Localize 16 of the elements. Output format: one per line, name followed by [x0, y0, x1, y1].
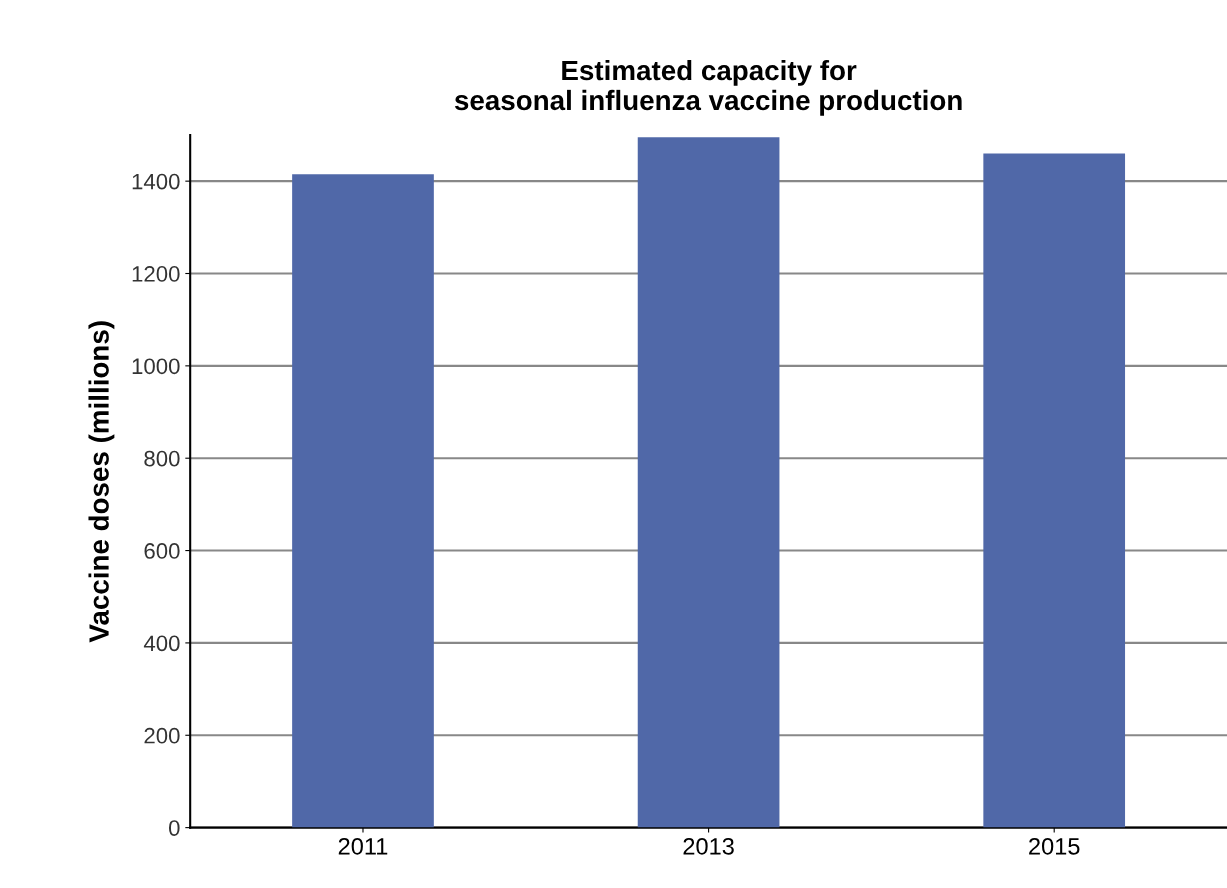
- bar: [983, 153, 1126, 828]
- y-tick-label: 1400: [132, 173, 180, 190]
- y-tick-label: 200: [144, 727, 180, 744]
- bar: [637, 137, 780, 828]
- y-tick-label: 400: [143, 635, 180, 652]
- y-tick-label: 800: [144, 450, 180, 467]
- x-tick-label: 2015: [1029, 837, 1080, 855]
- x-tick-label: 2011: [338, 837, 388, 855]
- y-tick-label: 600: [144, 543, 180, 559]
- y-tick-label: 1000: [132, 358, 180, 375]
- y-tick-label: 0: [168, 820, 180, 836]
- y-tick-label: 1200: [132, 266, 180, 282]
- chart-title: Estimated capacity for seasonal influenza vaccine production: [454, 59, 962, 116]
- y-axis-title: Vaccine doses (millions): [88, 321, 115, 643]
- bar: [292, 174, 434, 828]
- x-tick-label: 2013: [683, 837, 734, 855]
